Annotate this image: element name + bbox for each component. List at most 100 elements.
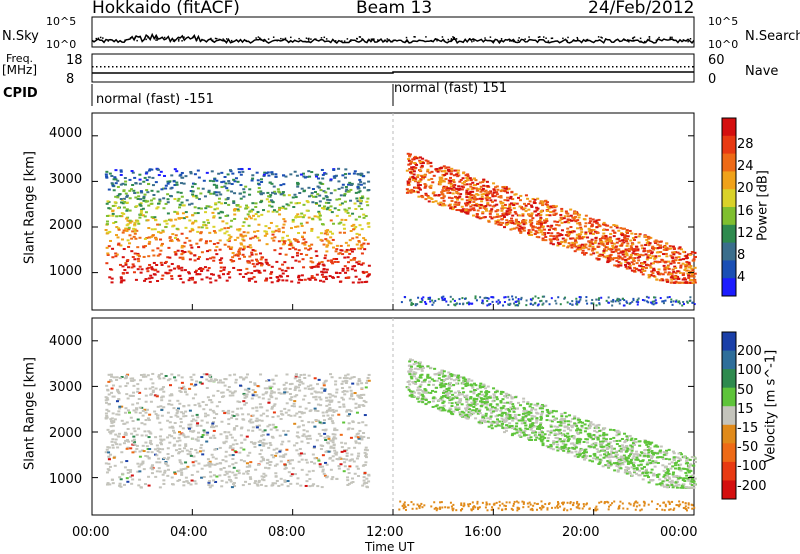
power-cell [406,180,410,183]
power-cell [625,267,629,270]
velocity-cell [120,451,124,454]
velocity-cell [313,377,317,380]
velocity-cell [156,417,160,420]
power-cell [595,222,599,225]
power-cell [535,209,539,212]
nsearch-dot [147,36,149,39]
velocity-cell [315,391,319,394]
velocity-cell [143,430,147,433]
power-cell [185,215,189,218]
power-cell [489,210,493,213]
power-cell [355,243,359,246]
power-cell [638,255,642,258]
power-cell [443,298,446,301]
power-cell [323,232,327,235]
velocity-cell [151,382,155,385]
power-cell [208,277,212,280]
power-cell [202,221,206,224]
power-cell [259,192,263,195]
power-cell [156,280,160,283]
power-cell [212,230,216,233]
power-cell [581,251,585,254]
power-cell [358,278,362,281]
power-cell [121,272,125,275]
power-cell [413,155,417,158]
velocity-cell [220,395,224,398]
velocity-cell [130,432,134,435]
power-cell [326,244,330,247]
power-cell [128,178,132,181]
nave-dot [344,66,346,68]
nave-dot [568,66,570,68]
velocity-cell [132,435,136,438]
power-cell [253,249,257,252]
power-cell [180,232,184,235]
velocity-cell [318,421,322,424]
nave-dot [420,66,422,68]
velocity-cell [257,440,261,443]
velocity-cell [300,440,304,443]
velocity-cell [261,434,265,437]
nsearch-dot [172,40,175,42]
power-cell [324,172,328,175]
power-cell [358,199,362,202]
power-cell [676,251,680,254]
power-cell [123,183,127,186]
power-cell [131,256,135,259]
velocity-cell [115,443,119,446]
velocity-cell [148,441,152,444]
velocity-cell [135,433,139,436]
power-cell [159,231,163,234]
velocity-cell [109,380,113,383]
power-cell [545,210,549,213]
nave-dot [372,66,374,68]
nave-dot [584,66,586,68]
power-cell [648,249,652,252]
power-cell [193,212,197,215]
power-cell [293,238,297,241]
power-cell [329,178,333,181]
power-cell [107,188,111,191]
velocity-cell [194,448,198,451]
nave-dot [328,66,330,68]
power-cell [687,263,691,266]
velocity-cell [337,413,341,416]
power-cell [202,223,206,226]
velocity-cell [357,404,361,407]
velocity-cell [228,394,232,397]
power-cell [574,241,578,244]
power-cell [174,234,178,237]
nsearch-dot [656,39,658,42]
freq-panel-frame [91,53,695,83]
power-cell [357,183,361,186]
power-cell [627,247,631,250]
power-cell [674,271,678,274]
velocity-cell [312,445,316,448]
velocity-cell [279,477,283,480]
velocity-cell [280,443,284,446]
velocity-cell [151,466,155,469]
power-cell [300,212,304,215]
power-cell [333,260,337,263]
power-cell [461,209,465,212]
power-cell [362,272,366,275]
power-cell [538,220,542,223]
power-cell [165,222,169,225]
velocity-cell [342,403,346,406]
power-cell [572,212,576,215]
power-cell [602,251,606,254]
velocity-cell [132,438,136,441]
power-cell [286,275,290,278]
power-cell [337,187,341,190]
velocity-cell [178,433,182,436]
velocity-cell [125,393,129,396]
power-cell [428,185,432,188]
power-cell [411,178,415,181]
power-cell [357,191,361,194]
power-cell [124,192,128,195]
power-cell [551,243,555,246]
nave-dot [620,66,622,68]
velocity-cell [270,407,274,410]
power-cell [552,213,556,216]
power-cell [310,275,314,278]
